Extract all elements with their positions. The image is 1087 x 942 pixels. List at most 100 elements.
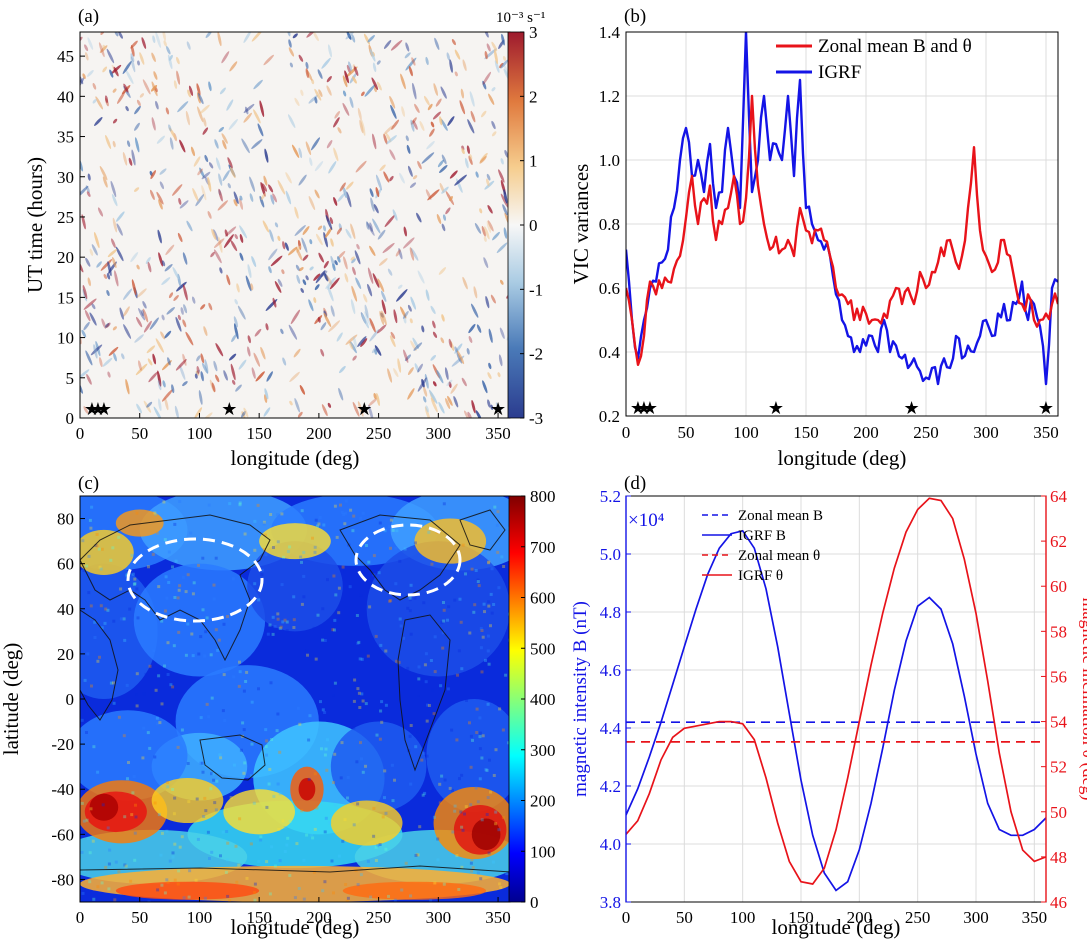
- heatmap-streak: [182, 353, 187, 366]
- heatmap-speckle: [408, 596, 412, 600]
- heatmap-streak: [345, 181, 354, 190]
- heatmap-speckle: [485, 813, 489, 816]
- heatmap-streak: [309, 239, 313, 245]
- heatmap-streak: [495, 402, 502, 412]
- heatmap-speckle: [493, 505, 497, 509]
- heatmap-speckle: [383, 769, 387, 773]
- heatmap-streak: [92, 99, 97, 104]
- heatmap-speckle: [453, 598, 457, 602]
- heatmap-streak: [166, 46, 171, 55]
- heatmap-speckle: [176, 596, 180, 600]
- heatmap-speckle: [99, 567, 103, 571]
- heatmap-speckle: [174, 559, 178, 563]
- heatmap-speckle: [117, 535, 121, 539]
- heatmap-streak: [109, 69, 114, 78]
- heatmap-streak: [87, 69, 94, 77]
- heatmap-speckle: [173, 842, 177, 846]
- heatmap-streak: [432, 331, 438, 338]
- heatmap-speckle: [378, 737, 382, 741]
- heatmap-streak: [123, 288, 133, 300]
- heatmap-streak: [200, 304, 206, 310]
- heatmap-speckle: [471, 738, 474, 742]
- heatmap-speckle: [489, 624, 492, 628]
- heatmap-speckle: [456, 673, 459, 677]
- heatmap-speckle: [112, 701, 116, 705]
- heatmap-speckle: [86, 837, 90, 840]
- heatmap-streak: [476, 324, 482, 333]
- heatmap-speckle: [324, 816, 328, 820]
- heatmap-streak: [441, 186, 449, 194]
- heatmap-streak: [412, 120, 418, 130]
- heatmap-streak: [345, 228, 352, 239]
- heatmap-streak: [145, 257, 151, 264]
- heatmap-streak: [317, 69, 323, 79]
- heatmap-streak: [289, 371, 300, 383]
- heatmap-speckle: [238, 817, 242, 821]
- heatmap-streak: [297, 411, 303, 418]
- heatmap-streak: [207, 176, 212, 192]
- heatmap-streak: [333, 147, 339, 162]
- heatmap-speckle: [457, 888, 461, 891]
- heatmap-speckle: [292, 618, 296, 622]
- colorbar-tick-label: 0: [529, 216, 538, 235]
- heatmap-speckle: [409, 782, 413, 786]
- y-tick-label: 35: [57, 128, 74, 147]
- heatmap-speckle: [312, 870, 316, 874]
- heatmap-streak: [141, 309, 145, 317]
- heatmap-speckle: [334, 593, 338, 597]
- heatmap-speckle: [288, 545, 292, 549]
- heatmap-streak: [373, 392, 377, 400]
- heatmap-speckle: [300, 809, 304, 813]
- heatmap-streak: [308, 195, 316, 211]
- heatmap-speckle: [123, 815, 127, 819]
- heatmap-speckle: [317, 522, 321, 526]
- heatmap-speckle: [283, 826, 287, 829]
- heatmap-speckle: [305, 649, 309, 653]
- heatmap-speckle: [240, 620, 243, 624]
- heatmap-speckle: [268, 892, 272, 896]
- heatmap-streak: [161, 277, 171, 286]
- heatmap-speckle: [306, 653, 309, 657]
- heatmap-streak: [112, 88, 117, 93]
- heatmap-speckle: [157, 585, 161, 589]
- heatmap-streak: [316, 233, 323, 246]
- heatmap-speckle: [359, 593, 363, 597]
- heatmap-streak: [470, 110, 476, 123]
- heatmap-streak: [234, 234, 238, 240]
- heatmap-speckle: [82, 819, 86, 823]
- heatmap-streak: [500, 193, 510, 209]
- heatmap-streak: [108, 346, 119, 356]
- heatmap-speckle: [359, 516, 363, 520]
- heatmap-speckle: [484, 768, 488, 772]
- heatmap-speckle: [219, 854, 222, 858]
- heatmap-speckle: [459, 810, 463, 814]
- heatmap-speckle: [369, 895, 373, 899]
- heatmap-speckle: [308, 714, 312, 718]
- heatmap-streak: [387, 268, 393, 276]
- heatmap-streak: [404, 52, 411, 59]
- heatmap-streak: [94, 232, 100, 249]
- heatmap-streak: [85, 350, 93, 366]
- heatmap-streak: [156, 135, 165, 144]
- heatmap-speckle: [470, 858, 474, 862]
- heatmap-speckle: [176, 882, 180, 886]
- heatmap-streak: [302, 254, 309, 261]
- heatmap-speckle: [109, 558, 113, 562]
- heatmap-streak: [228, 118, 238, 130]
- heatmap-streak: [342, 102, 350, 116]
- heatmap-speckle: [429, 659, 433, 662]
- panel-a-plot-background: [80, 32, 510, 418]
- heatmap-speckle: [113, 898, 117, 902]
- heatmap-speckle: [358, 706, 362, 709]
- heatmap-speckle: [191, 592, 195, 596]
- heatmap-streak: [351, 285, 358, 302]
- panel-b-label: (b): [624, 6, 646, 27]
- heatmap-speckle: [332, 781, 335, 784]
- heatmap-streak: [448, 338, 453, 348]
- heatmap-speckle: [262, 520, 266, 524]
- heatmap-hotspot: [223, 789, 295, 835]
- heatmap-speckle: [343, 818, 347, 822]
- heatmap-speckle: [229, 796, 233, 800]
- heatmap-streak: [400, 73, 406, 90]
